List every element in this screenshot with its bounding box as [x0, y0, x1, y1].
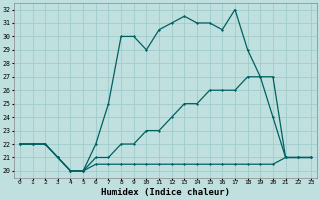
X-axis label: Humidex (Indice chaleur): Humidex (Indice chaleur) [101, 188, 230, 197]
